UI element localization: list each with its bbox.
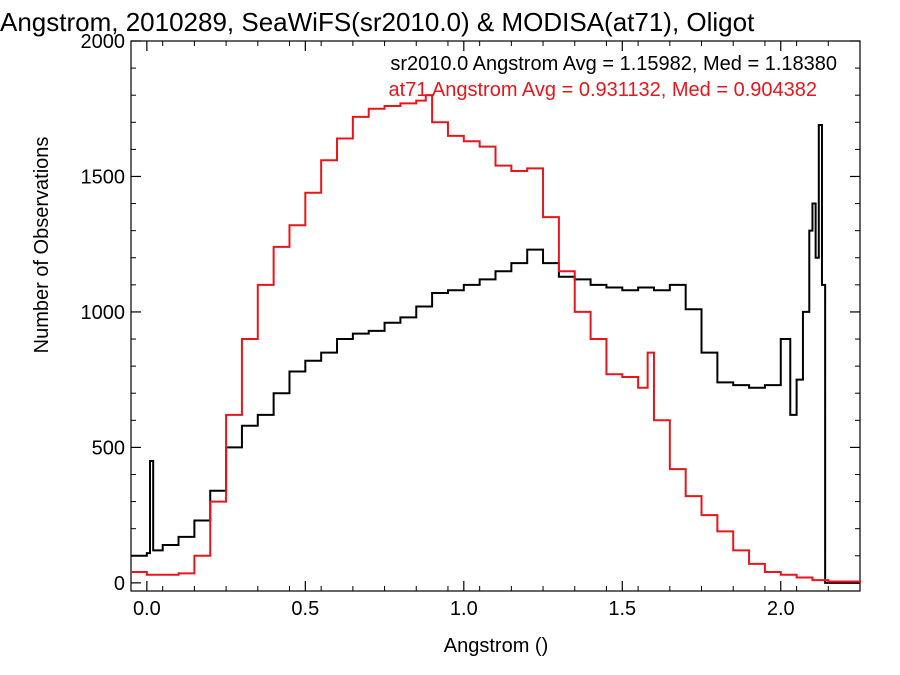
x-tick-label: 1.0 xyxy=(450,598,478,620)
y-axis: 0 500 1000 1500 2000 xyxy=(81,31,860,595)
series-line-1 xyxy=(131,94,861,583)
annotation-at71: at71 Angstrom Avg = 0.931132, Med = 0.90… xyxy=(389,79,817,101)
x-tick-label: 1.5 xyxy=(608,598,636,620)
x-tick-label: 0.0 xyxy=(133,598,161,620)
x-tick-label: 0.5 xyxy=(291,598,319,620)
x-axis-label: Angstrom () xyxy=(444,635,548,657)
series-layer xyxy=(131,94,861,584)
series-line-0 xyxy=(131,123,860,584)
chart-title: Angstrom, 2010289, SeaWiFS(sr2010.0) & M… xyxy=(0,7,755,37)
x-axis: 0.0 0.5 1.0 1.5 2.0 xyxy=(130,41,861,620)
y-tick-label: 2000 xyxy=(81,31,126,53)
y-tick-label: 1500 xyxy=(81,166,126,188)
annotation-sr2010: sr2010.0 Angstrom Avg = 1.15982, Med = 1… xyxy=(390,53,837,75)
plot-frame xyxy=(130,40,861,592)
y-tick-label: 1000 xyxy=(81,302,126,324)
y-axis-label: Number of Observations xyxy=(31,137,53,354)
y-tick-label: 0 xyxy=(114,573,125,595)
x-tick-label: 2.0 xyxy=(767,598,795,620)
plot-border xyxy=(130,40,861,592)
y-tick-label: 500 xyxy=(92,437,125,459)
